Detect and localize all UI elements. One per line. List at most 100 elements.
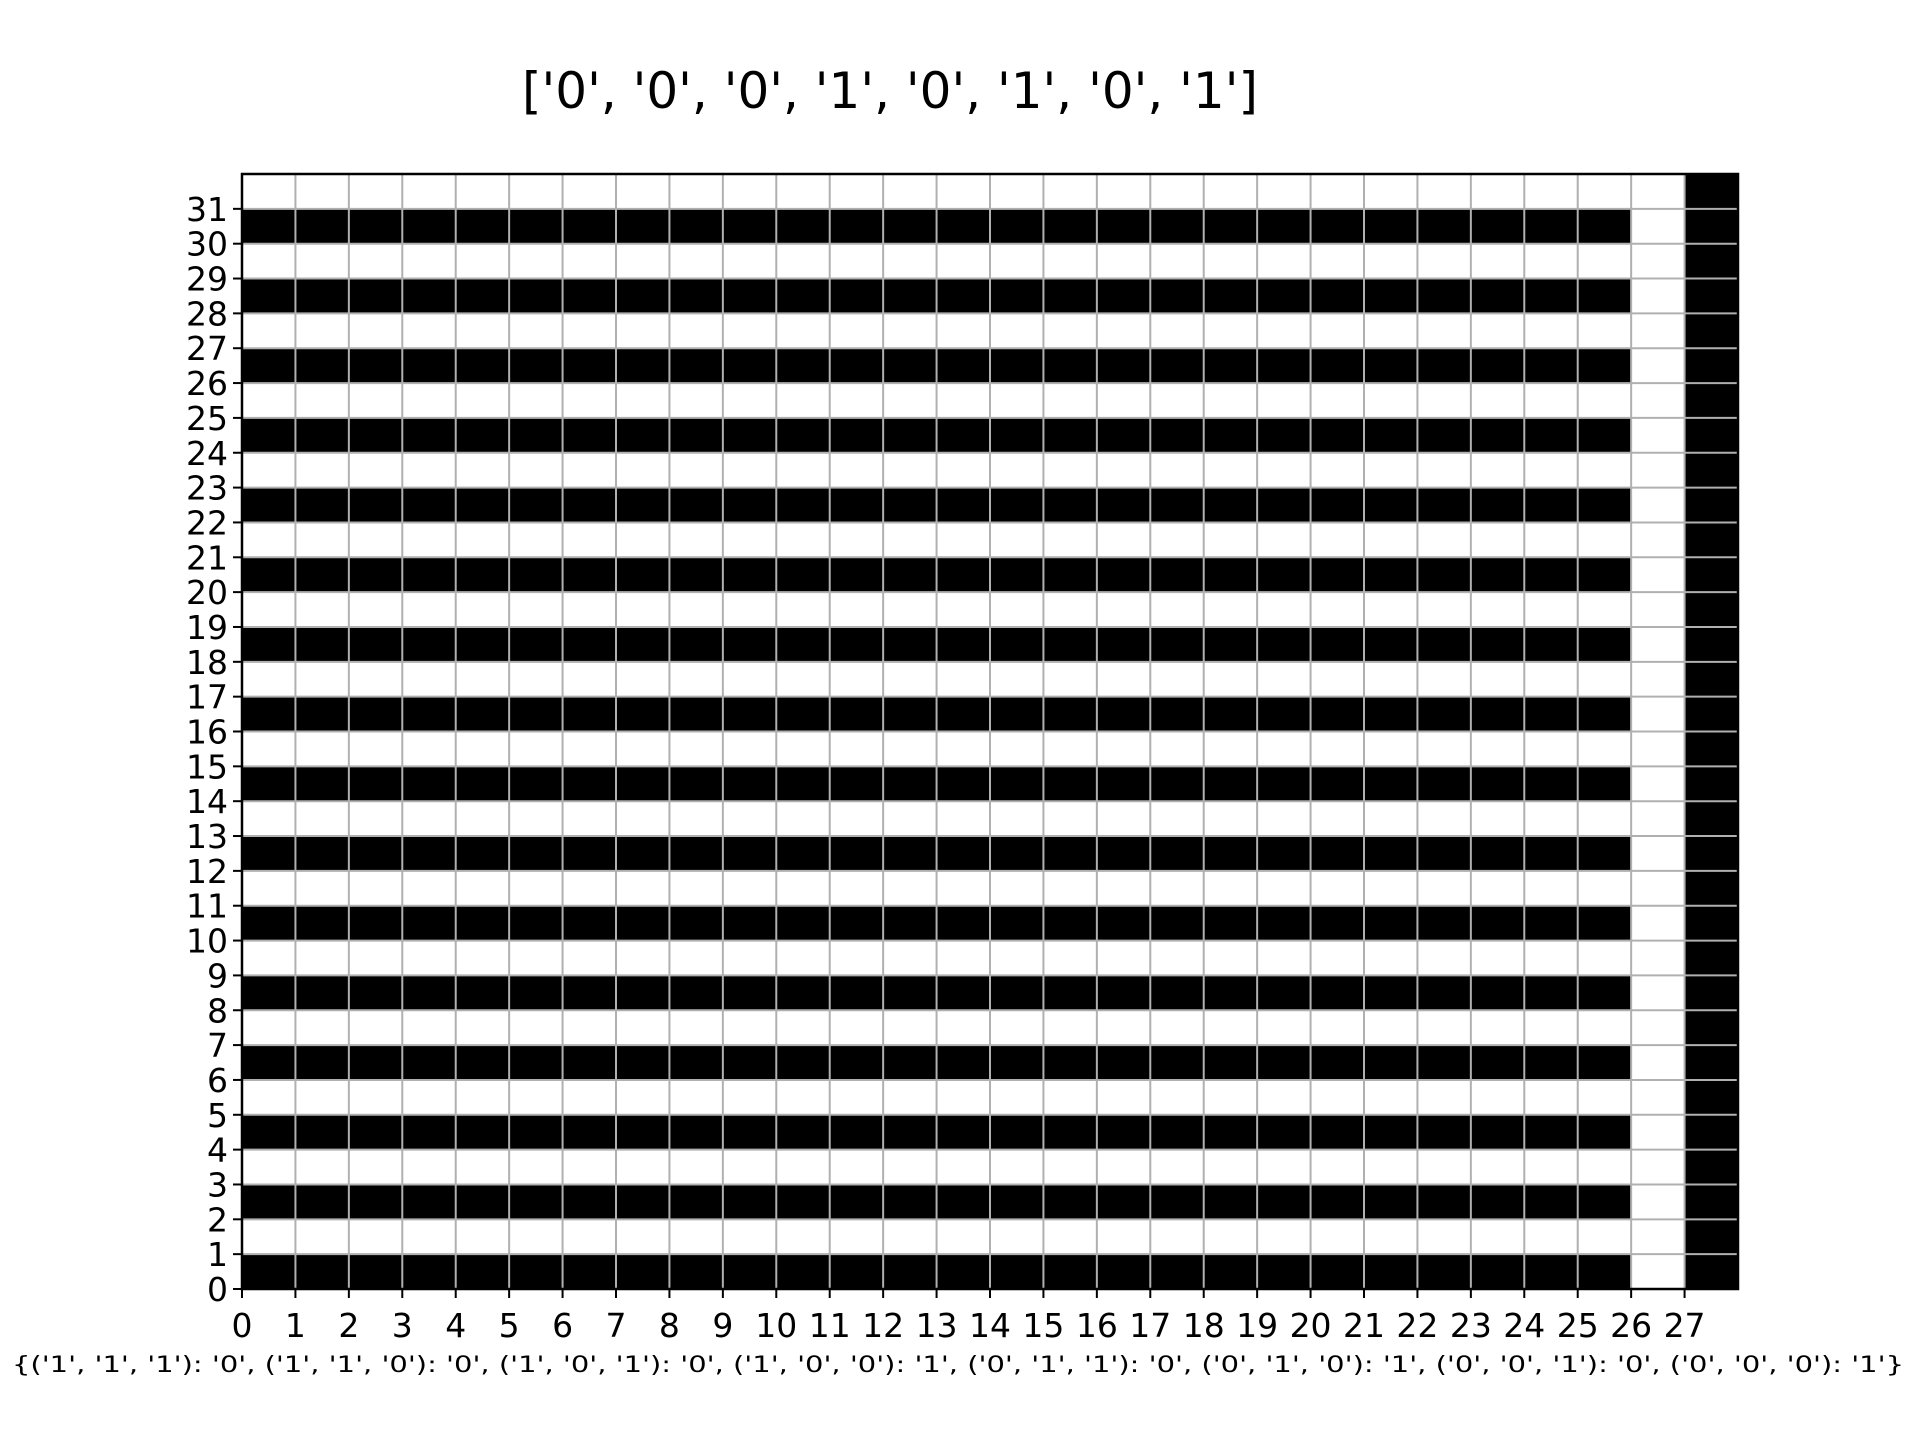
heatmap-cell — [1257, 417, 1311, 454]
heatmap-cell — [1096, 626, 1151, 663]
heatmap-cell — [1417, 836, 1472, 872]
heatmap-cell — [455, 975, 510, 1011]
heatmap-cell — [936, 208, 991, 244]
heatmap-cell — [883, 487, 937, 523]
heatmap-cell — [936, 278, 991, 314]
heatmap-cell — [1577, 1254, 1632, 1290]
heatmap-cell — [509, 1114, 563, 1150]
heatmap-cell — [1150, 766, 1205, 802]
heatmap-cell — [1096, 696, 1151, 732]
heatmap-cell — [1310, 417, 1365, 454]
heatmap-cell — [776, 766, 831, 802]
heatmap-cell — [1470, 836, 1525, 872]
heatmap-cell — [1684, 452, 1739, 488]
heatmap-cell — [1150, 208, 1205, 244]
heatmap-cell — [883, 348, 937, 384]
heatmap-cell — [295, 1254, 350, 1290]
x-tick-label: 17 — [1129, 1306, 1171, 1345]
heatmap-cell — [562, 1254, 617, 1290]
heatmap-cell — [936, 1254, 991, 1290]
heatmap-cell — [829, 487, 884, 523]
heatmap-cell — [1096, 278, 1151, 314]
heatmap-cell — [1364, 905, 1418, 941]
x-tick-label: 21 — [1343, 1306, 1385, 1345]
heatmap-cell — [295, 557, 350, 593]
heatmap-cell — [1257, 557, 1311, 593]
heatmap-cell — [990, 696, 1044, 732]
y-tick-label: 18 — [186, 643, 228, 682]
heatmap-cell — [1043, 348, 1098, 384]
y-tick-label: 11 — [186, 887, 228, 926]
heatmap-cell — [562, 208, 617, 244]
heatmap-cell — [1417, 348, 1472, 384]
heatmap-cell — [1684, 383, 1739, 419]
heatmap-cell — [722, 557, 777, 593]
heatmap-cell — [1417, 1254, 1472, 1290]
chart-title: ['0', '0', '0', '1', '0', '1', '0', '1'] — [522, 62, 1258, 120]
heatmap-cell — [348, 626, 403, 663]
heatmap-cell — [990, 557, 1044, 593]
heatmap-cell — [829, 208, 884, 244]
heatmap-cell — [829, 836, 884, 872]
heatmap-cell — [455, 417, 510, 454]
heatmap-cell — [776, 1045, 831, 1081]
heatmap-cell — [1150, 1114, 1205, 1150]
heatmap-cell — [1524, 975, 1579, 1011]
heatmap-cell — [509, 278, 563, 314]
heatmap-cell — [1043, 1114, 1098, 1150]
y-tick-label: 9 — [207, 956, 228, 995]
heatmap-cell — [669, 696, 724, 732]
x-tick-label: 14 — [969, 1306, 1011, 1345]
heatmap-cell — [455, 905, 510, 941]
heatmap-cell — [1203, 905, 1258, 941]
heatmap-cell — [1684, 1184, 1739, 1220]
heatmap-cell — [829, 766, 884, 802]
heatmap-cell — [242, 417, 296, 454]
heatmap-cell — [1043, 975, 1098, 1011]
heatmap-cell — [402, 208, 457, 244]
heatmap-cell — [776, 557, 831, 593]
heatmap-cell — [1470, 278, 1525, 314]
heatmap-cell — [669, 1045, 724, 1081]
y-tick-label: 3 — [207, 1165, 228, 1204]
heatmap-cell — [1310, 1184, 1365, 1220]
heatmap-cell — [455, 1045, 510, 1081]
heatmap-cell — [1257, 766, 1311, 802]
heatmap-cell — [776, 1114, 831, 1150]
y-tick-label: 25 — [186, 399, 228, 438]
x-tick-label: 9 — [712, 1306, 733, 1345]
heatmap-cell — [1684, 1254, 1739, 1290]
heatmap-cell — [455, 278, 510, 314]
heatmap-cell — [669, 836, 724, 872]
heatmap-cell — [562, 905, 617, 941]
heatmap-cell — [1310, 905, 1365, 941]
heatmap-cell — [1684, 626, 1739, 663]
heatmap-cell — [402, 766, 457, 802]
heatmap-cell — [1470, 417, 1525, 454]
heatmap-cell — [509, 557, 563, 593]
heatmap-cell — [295, 1045, 350, 1081]
heatmap-cell — [295, 975, 350, 1011]
heatmap-cell — [402, 487, 457, 523]
heatmap-cell — [1524, 557, 1579, 593]
x-tick-label: 4 — [445, 1306, 466, 1345]
heatmap-cell — [990, 836, 1044, 872]
heatmap-cell — [669, 1114, 724, 1150]
heatmap-cell — [1684, 243, 1739, 279]
heatmap-cell — [295, 905, 350, 941]
heatmap-cell — [829, 278, 884, 314]
heatmap-cell — [1043, 1184, 1098, 1220]
heatmap-cell — [1577, 348, 1632, 384]
x-axis-ticks: 0 1 2 3 4 5 6 7 8 9 10 11 12 13 14 15 16 17 18 19 20 21 22 23 24… — [232, 1289, 1706, 1345]
heatmap-cell — [776, 487, 831, 523]
heatmap-cell — [562, 348, 617, 384]
heatmap-cell — [829, 905, 884, 941]
x-tick-label: 16 — [1076, 1306, 1118, 1345]
heatmap-cell — [1470, 1254, 1525, 1290]
heatmap-cell — [1470, 557, 1525, 593]
heatmap-cell — [1096, 348, 1151, 384]
heatmap-cell — [829, 626, 884, 663]
heatmap-cell — [1150, 836, 1205, 872]
heatmap-cell — [1310, 208, 1365, 244]
y-tick-label: 4 — [207, 1131, 228, 1170]
